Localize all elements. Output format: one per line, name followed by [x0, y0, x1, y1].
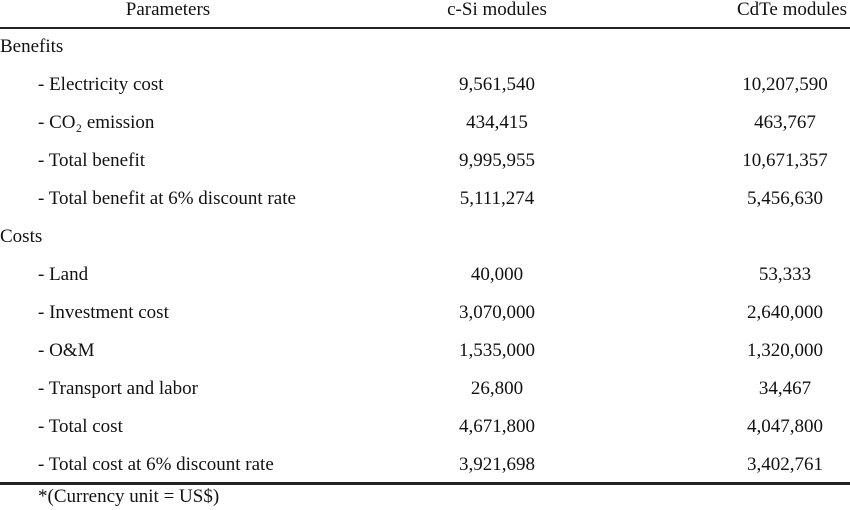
row-label: - Total cost at 6% discount rate	[38, 454, 274, 475]
cdte-value: 1,320,000	[747, 340, 823, 361]
bottom-rule	[0, 482, 850, 485]
row-label: - Total cost	[38, 416, 123, 437]
c-si-value: 26,800	[470, 378, 524, 399]
row-label: - O&M	[38, 340, 95, 361]
cdte-value: 34,467	[758, 378, 812, 399]
c-si-value: 3,921,698	[459, 454, 535, 475]
c-si-value: 5,111,274	[459, 188, 535, 209]
cdte-value: 5,456,630	[747, 188, 823, 209]
c-si-value: 40,000	[470, 264, 524, 285]
section-title: Benefits	[0, 36, 64, 57]
cdte-value: 463,767	[754, 112, 816, 133]
c-si-value: 1,535,000	[459, 340, 535, 361]
column-header: CdTe modules	[736, 0, 848, 20]
cdte-value: 3,402,761	[747, 454, 823, 475]
row-label: - Land	[38, 264, 89, 285]
c-si-value: 9,995,955	[459, 150, 535, 171]
row-label: - Total benefit at 6% discount rate	[38, 188, 296, 209]
cdte-value: 10,207,590	[742, 74, 828, 95]
c-si-value: 4,671,800	[459, 416, 535, 437]
c-si-value: 3,070,000	[459, 302, 535, 323]
row-label: - Investment cost	[38, 302, 169, 323]
row-label: - Transport and labor	[38, 378, 198, 399]
cdte-value: 2,640,000	[747, 302, 823, 323]
c-si-value: 9,561,540	[459, 74, 535, 95]
cdte-value: 10,671,357	[742, 150, 828, 171]
row-label: - Total benefit	[38, 150, 146, 171]
column-header: Parameters	[125, 0, 211, 20]
row-label: - CO₂ emission	[38, 112, 155, 133]
row-label: - Electricity cost	[38, 74, 164, 95]
footnote: *(Currency unit = US$)	[38, 486, 220, 507]
c-si-value: 434,415	[466, 112, 528, 133]
header-rule	[0, 27, 850, 29]
cdte-value: 53,333	[758, 264, 812, 285]
cdte-value: 4,047,800	[747, 416, 823, 437]
column-header: c-Si modules	[447, 0, 547, 20]
section-title: Costs	[0, 226, 43, 247]
